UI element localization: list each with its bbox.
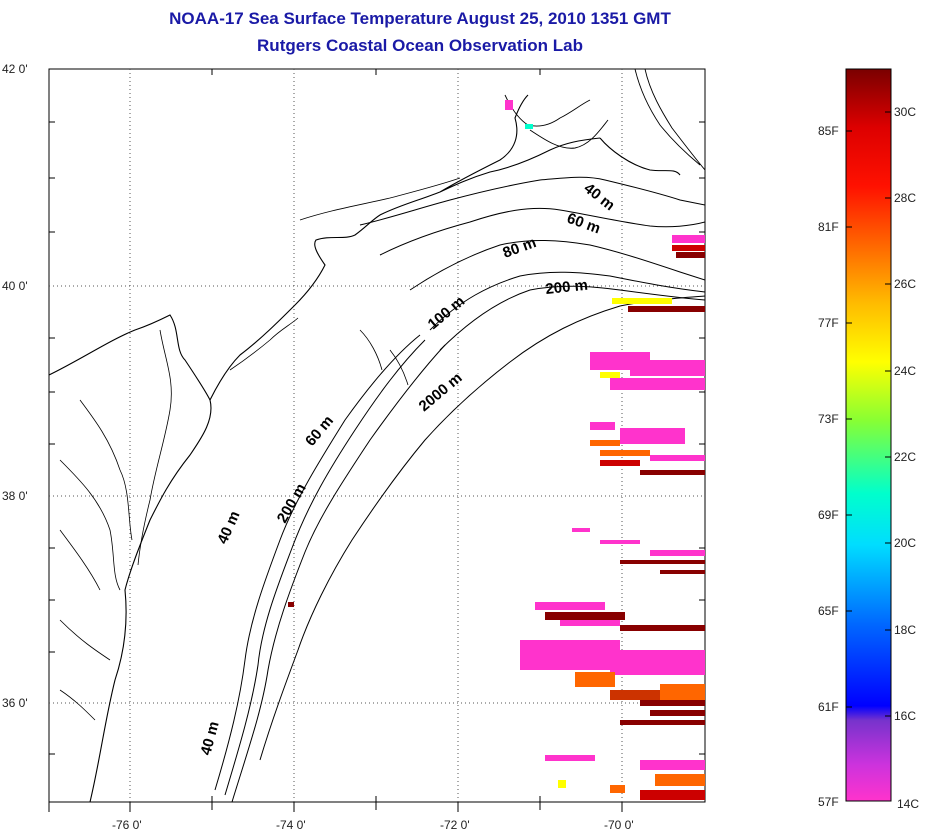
lon-label: -76 0' xyxy=(112,818,142,832)
colorbar-celsius-labels: 30C 28C 26C 24C 22C 20C 18C 16C 14C xyxy=(894,105,919,811)
colorbar xyxy=(845,68,892,802)
colorbar-label-c: 26C xyxy=(894,277,916,291)
colorbar-label-f: 57F xyxy=(818,795,839,809)
longitude-labels: -76 0' -74 0' -72 0' -70 0' xyxy=(112,818,634,832)
cape-cod-coast xyxy=(504,69,705,171)
colorbar-label-c: 18C xyxy=(894,623,916,637)
sst-data-patches xyxy=(288,100,705,800)
map-title: NOAA-17 Sea Surface Temperature August 2… xyxy=(169,9,671,28)
map-frame xyxy=(48,68,706,803)
lat-label: 36 0' xyxy=(2,696,28,710)
coastline xyxy=(49,94,681,802)
colorbar-label-f: 73F xyxy=(818,412,839,426)
colorbar-label-f: 65F xyxy=(818,604,839,618)
lon-label: -74 0' xyxy=(276,818,306,832)
lat-label: 38 0' xyxy=(2,489,28,503)
lon-label: -70 0' xyxy=(604,818,634,832)
colorbar-label-c: 20C xyxy=(894,536,916,550)
coastline-bays xyxy=(59,177,461,721)
colorbar-label-c: 30C xyxy=(894,105,916,119)
graticule xyxy=(49,69,705,802)
colorbar-label-f: 81F xyxy=(818,220,839,234)
contour-label: 200 m xyxy=(545,277,589,298)
bathymetry-contours xyxy=(214,176,705,802)
colorbar-ticks xyxy=(846,111,891,717)
colorbar-label-c: 14C xyxy=(897,797,919,811)
colorbar-label-f: 77F xyxy=(818,316,839,330)
colorbar-label-c: 16C xyxy=(894,709,916,723)
lat-label: 40 0' xyxy=(2,279,28,293)
colorbar-label-c: 24C xyxy=(894,364,916,378)
lon-label: -72 0' xyxy=(440,818,470,832)
colorbar-label-c: 28C xyxy=(894,191,916,205)
latitude-labels: 42 0' 40 0' 38 0' 36 0' xyxy=(2,62,28,710)
colorbar-label-c: 22C xyxy=(894,450,916,464)
colorbar-label-f: 85F xyxy=(818,124,839,138)
colorbar-fahrenheit-labels: 85F 81F 77F 73F 69F 65F 61F 57F xyxy=(818,124,839,809)
map-subtitle: Rutgers Coastal Ocean Observation Lab xyxy=(257,36,583,55)
lat-label: 42 0' xyxy=(2,62,28,76)
colorbar-label-f: 61F xyxy=(818,700,839,714)
colorbar-label-f: 69F xyxy=(818,508,839,522)
